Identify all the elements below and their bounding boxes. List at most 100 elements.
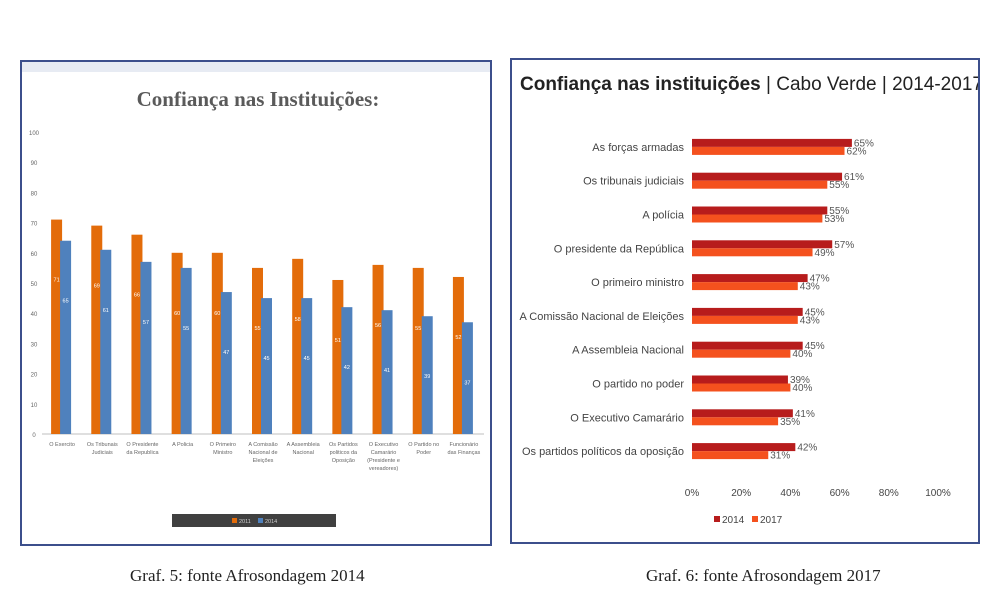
bar-value-label: 52 — [455, 335, 461, 341]
bar-value-label: 65% — [854, 138, 874, 149]
bar-value-label: 55 — [254, 326, 260, 332]
x-tick-label: 80% — [879, 488, 899, 499]
bar-2011 — [332, 279, 344, 434]
title-separator: | — [877, 74, 887, 95]
legend-swatch-2014 — [714, 516, 720, 522]
bar-value-label: 40% — [792, 383, 812, 394]
y-tick-label: 40 — [31, 312, 38, 318]
y-tick-label: 50 — [31, 282, 38, 288]
category-label: A Comissão Nacional de Eleições — [248, 442, 277, 464]
bar-value-label: 60 — [174, 311, 180, 317]
bar-value-label: 40% — [792, 349, 812, 360]
bar-value-label: 37 — [464, 380, 470, 386]
bar-value-label: 55% — [829, 206, 849, 217]
bar-2014 — [461, 322, 473, 434]
chart-title: Confiança nas instituições | Cabo Verde … — [520, 74, 978, 95]
category-label: O Executivo Camarário (Presidente e vereado… — [367, 442, 400, 472]
bar-2017 — [692, 248, 813, 257]
category-label: Funcionário das Finanças — [448, 442, 481, 456]
category-label: O primeiro ministro — [591, 277, 684, 289]
bar-2017 — [692, 180, 828, 189]
bar-value-label: 58 — [295, 317, 301, 323]
bar-2014 — [140, 261, 152, 434]
bar-value-label: 53% — [824, 214, 844, 225]
y-tick-label: 70 — [31, 222, 38, 228]
legend-label-2014: 2014 — [265, 519, 277, 525]
category-label: A Comissão Nacional de Eleições — [520, 311, 685, 323]
bar-value-label: 62% — [847, 146, 867, 157]
x-tick-label: 100% — [925, 488, 951, 499]
title-main: Confiança nas instituições — [520, 74, 761, 95]
bar-value-label: 61 — [103, 308, 109, 314]
bar-2017 — [692, 383, 791, 392]
bar-value-label: 47% — [810, 274, 830, 285]
category-label: Os tribunais judiciais — [583, 176, 684, 188]
bar-2014 — [692, 409, 793, 418]
chart-title: Confiança nas Instituições: — [137, 87, 380, 111]
bar-2011 — [412, 267, 424, 434]
bar-value-label: 41 — [384, 368, 390, 374]
bar-2014 — [301, 298, 313, 434]
bar-2014 — [692, 443, 796, 452]
bar-value-label: 43% — [800, 315, 820, 326]
bar-value-label: 47 — [223, 350, 229, 356]
bar-value-label: 39 — [424, 374, 430, 380]
bar-2014 — [180, 267, 192, 434]
bar-2017 — [692, 349, 791, 358]
bar-value-label: 57 — [143, 320, 149, 326]
category-label: O Primeiro Ministro — [210, 442, 236, 456]
category-label: A Assembleia Nacional — [572, 345, 684, 357]
bar-2017 — [692, 282, 798, 291]
category-label: O partido no poder — [592, 379, 684, 391]
category-label: Os Tribunais Judiciais — [87, 442, 118, 456]
bar-2017 — [692, 146, 845, 155]
legend-label-2017: 2017 — [760, 515, 783, 526]
chart-panel-2014-2017: Confiança nas instituições | Cabo Verde … — [510, 58, 983, 544]
bar-2011 — [252, 267, 263, 434]
bar-2011 — [211, 252, 223, 434]
x-tick-label: 40% — [780, 488, 800, 499]
bar-2014 — [692, 240, 833, 249]
bar-chart-2014-2017: Confiança nas instituições | Cabo Verde … — [520, 74, 983, 526]
bar-value-label: 35% — [780, 417, 800, 428]
legend-swatch-2017 — [752, 516, 758, 522]
title-separator: | — [761, 74, 771, 95]
bar-value-label: 39% — [790, 375, 810, 386]
x-tick-label: 60% — [830, 488, 850, 499]
legend-label-2011: 2011 — [239, 519, 251, 525]
bar-2014 — [692, 206, 828, 215]
category-label: O presidente da República — [554, 243, 685, 255]
bar-value-label: 71 — [54, 278, 60, 284]
bar-value-label: 57% — [834, 240, 854, 251]
y-tick-label: 90 — [31, 161, 38, 167]
legend-label-2014: 2014 — [722, 515, 745, 526]
bar-2014 — [692, 307, 803, 316]
caption-right: Graf. 6: fonte Afrosondagem 2017 — [646, 566, 881, 585]
bar-2014 — [421, 316, 433, 434]
bar-value-label: 69 — [94, 284, 100, 290]
bar-value-label: 45% — [805, 341, 825, 352]
bar-2011 — [452, 276, 464, 434]
bar-2014 — [692, 274, 808, 283]
bar-value-label: 61% — [844, 172, 864, 183]
bar-2011 — [131, 234, 143, 434]
bar-2017 — [692, 417, 779, 426]
bar-2017 — [692, 315, 798, 324]
category-label: O Executivo Camarário — [570, 412, 684, 424]
bar-2014 — [341, 307, 353, 434]
category-label: O Presidente da Republica — [126, 442, 159, 456]
bar-chart-2014: Confiança nas Instituições: 0 10 20 30 40 50 60… — [22, 62, 490, 527]
legend-swatch-2014 — [258, 518, 263, 523]
chart-panel-2014: Confiança nas Instituições: 0 10 20 30 40 50 60… — [20, 60, 492, 546]
bar-value-label: 31% — [770, 451, 790, 462]
bar-2017 — [692, 214, 823, 223]
y-tick-label: 0 — [32, 433, 36, 439]
bar-value-label: 60 — [214, 311, 220, 317]
category-label: A Assembleia Nacional — [287, 442, 321, 456]
bar-value-label: 55 — [183, 326, 189, 332]
bar-2014 — [100, 249, 112, 434]
category-label: A polícia — [642, 210, 684, 222]
y-tick-label: 60 — [31, 252, 38, 258]
bar-2017 — [692, 451, 769, 460]
bar-value-label: 66 — [134, 293, 140, 299]
